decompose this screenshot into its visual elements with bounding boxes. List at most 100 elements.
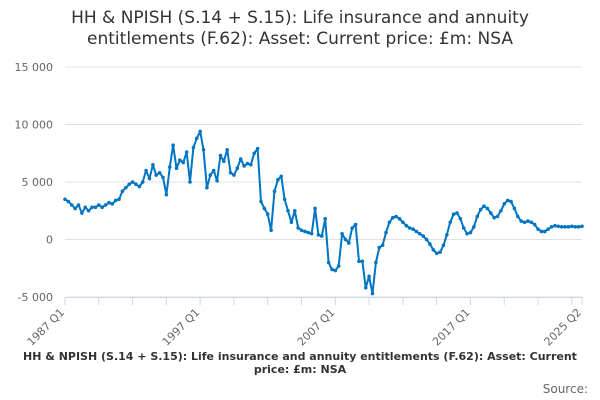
data-point — [347, 241, 351, 245]
data-point — [353, 222, 358, 227]
data-point — [73, 206, 77, 211]
data-point — [86, 208, 91, 213]
data-point — [191, 145, 196, 150]
chart-title: HH & NPISH (S.14 + S.15): Life insurance… — [0, 8, 600, 50]
data-point — [380, 243, 385, 248]
data-point — [519, 219, 523, 223]
data-point — [512, 206, 517, 211]
data-point — [485, 206, 490, 211]
data-point — [418, 231, 422, 236]
data-point — [421, 234, 425, 238]
data-point — [120, 189, 125, 193]
data-point — [465, 231, 469, 236]
data-point — [411, 227, 415, 231]
data-point — [367, 274, 371, 279]
data-point — [414, 229, 419, 234]
data-point — [313, 206, 317, 211]
x-tick-label: 2007 Q1 — [295, 306, 338, 349]
data-point — [333, 268, 338, 273]
data-point — [566, 225, 571, 229]
data-point — [113, 198, 118, 203]
chart-title-line-2: entitlements (F.62): Asset: Current pric… — [87, 29, 513, 49]
data-point — [157, 171, 162, 175]
y-tick-label: 10 000 — [15, 119, 54, 132]
data-point — [127, 182, 132, 187]
data-point — [451, 212, 456, 216]
data-point — [144, 168, 148, 173]
data-point — [299, 228, 304, 233]
data-point — [461, 226, 466, 230]
data-point — [330, 267, 334, 272]
data-point — [509, 199, 513, 204]
data-point — [502, 202, 507, 206]
data-point — [107, 200, 111, 205]
data-point — [66, 199, 71, 204]
data-point — [428, 242, 432, 246]
data-point — [215, 179, 219, 183]
data-point — [130, 180, 135, 184]
data-point — [438, 250, 442, 254]
data-point — [559, 225, 564, 229]
data-point — [286, 208, 290, 213]
data-point — [93, 205, 98, 210]
data-point — [539, 229, 544, 234]
data-point — [478, 207, 483, 212]
data-point — [543, 229, 547, 234]
data-point — [495, 214, 500, 219]
data-point — [289, 220, 294, 225]
data-point — [488, 211, 493, 215]
data-point — [249, 162, 253, 167]
legend-label: HH & NPISH (S.14 + S.15): Life insurance… — [23, 350, 577, 376]
data-point — [309, 231, 314, 236]
data-point — [434, 251, 439, 256]
data-point — [211, 168, 216, 173]
data-point — [147, 176, 152, 181]
data-point — [431, 248, 436, 252]
data-point — [103, 203, 108, 207]
data-point — [570, 224, 574, 229]
data-point — [448, 220, 453, 225]
data-point — [292, 208, 297, 213]
data-point — [117, 197, 121, 202]
data-point — [124, 185, 128, 190]
data-point — [306, 230, 311, 235]
data-point — [553, 223, 557, 228]
data-point — [184, 150, 189, 154]
data-point — [178, 158, 182, 162]
data-point — [522, 220, 527, 225]
data-point — [259, 199, 263, 204]
y-tick-label: 0 — [46, 234, 53, 247]
data-point — [326, 260, 331, 265]
data-point — [90, 205, 94, 210]
data-point — [394, 214, 398, 219]
data-point — [529, 220, 534, 225]
x-tick-label: 2017 Q1 — [430, 306, 473, 349]
data-point — [272, 189, 277, 193]
data-point — [269, 228, 273, 233]
data-point — [151, 162, 155, 167]
data-point — [323, 217, 327, 221]
data-point — [374, 260, 378, 265]
data-point — [242, 164, 246, 168]
y-tick-label: -5 000 — [18, 291, 53, 304]
data-point — [282, 197, 287, 202]
data-point — [222, 159, 226, 164]
data-point — [83, 205, 88, 210]
data-point — [492, 215, 496, 220]
data-point — [69, 203, 74, 207]
data-point — [194, 136, 199, 141]
data-point — [377, 245, 382, 250]
data-point — [63, 197, 67, 202]
data-point — [515, 214, 520, 219]
data-point — [536, 227, 540, 231]
x-tick-label: 2025 Q2 — [542, 306, 585, 349]
data-point — [100, 205, 104, 210]
data-point — [205, 185, 209, 190]
data-point — [397, 217, 402, 221]
y-tick-label: 15 000 — [15, 61, 54, 74]
data-point — [110, 202, 115, 206]
data-point — [316, 233, 321, 237]
data-point — [235, 166, 240, 170]
data-point — [80, 211, 84, 215]
data-point — [390, 215, 395, 220]
